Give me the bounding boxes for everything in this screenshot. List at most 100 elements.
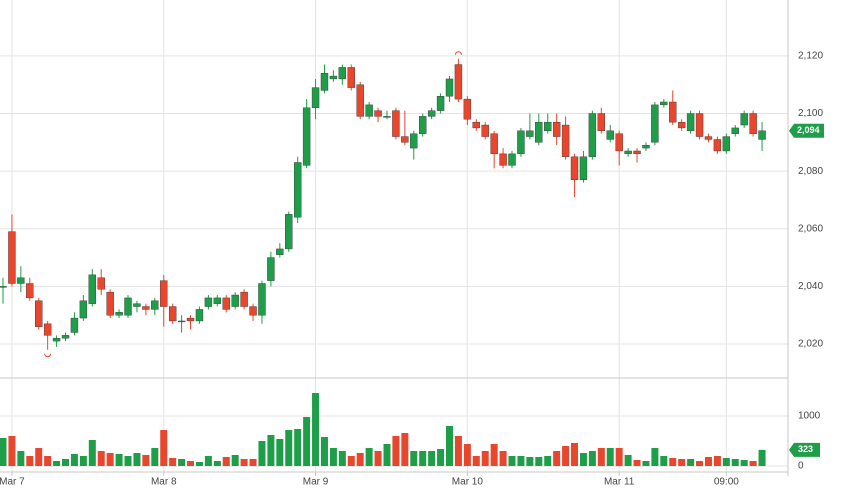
volume-bar [124, 456, 132, 466]
candle-body [70, 317, 79, 333]
volume-bar [633, 460, 641, 466]
candle-body [17, 277, 25, 284]
candle-body [213, 297, 222, 304]
candle-body [52, 338, 61, 342]
candle-body [79, 300, 88, 319]
candle-body [195, 309, 204, 322]
y-tick-label: 1000 [798, 411, 821, 422]
y-tick-label: 2,040 [798, 281, 823, 292]
volume-bar [508, 456, 516, 466]
candle-body [677, 121, 686, 129]
candle-body [383, 116, 391, 118]
candle-body [499, 153, 507, 166]
volume-bar [410, 451, 418, 466]
candle-body [160, 280, 168, 307]
candle-body [722, 136, 731, 152]
candle-body [392, 110, 400, 137]
volume-bar [428, 451, 436, 466]
candle-body [177, 320, 186, 323]
volume-bar [97, 451, 105, 466]
volume-bar [8, 436, 16, 466]
volume-bar [142, 455, 150, 466]
candle-body [240, 291, 248, 307]
candle-body [740, 113, 748, 126]
candle-body [579, 156, 588, 180]
volume-bar [106, 453, 114, 466]
candle-body [311, 87, 320, 108]
candle-body [642, 145, 650, 149]
candle-body [535, 121, 543, 143]
volume-bar [195, 462, 203, 466]
volume-bar [481, 451, 489, 466]
candle-body [552, 121, 561, 137]
volume-bar [553, 451, 561, 466]
candle-body [454, 64, 463, 100]
candle-body [508, 153, 516, 166]
candle-body [258, 283, 266, 316]
volume-bar [722, 458, 730, 466]
candle-body [338, 67, 347, 80]
x-tick-label: 09:00 [714, 477, 739, 488]
candle-body [285, 214, 293, 250]
candle-body [615, 133, 623, 152]
candle-body [249, 306, 257, 316]
candle-body [544, 121, 552, 132]
candle-body [481, 124, 489, 137]
volume-bar [660, 456, 668, 466]
candle-body [749, 113, 757, 134]
volume-bar [160, 430, 168, 466]
volume-bar [276, 439, 284, 466]
volume-bar [499, 451, 507, 466]
candle-body [267, 257, 275, 281]
volume-bar [392, 436, 400, 466]
volume-bar [678, 459, 686, 466]
candle-body [445, 78, 454, 97]
x-tick-label: Mar 7 [0, 477, 25, 488]
volume-bar [303, 417, 311, 466]
volume-bar [713, 456, 721, 466]
volume-bar [446, 426, 453, 466]
candle-body [401, 136, 409, 143]
last-volume-badge [789, 442, 820, 457]
volume-bar [70, 454, 78, 466]
candle-body [302, 107, 311, 166]
volume-bar [0, 438, 7, 466]
volume-bar [704, 457, 712, 466]
candle-body [517, 130, 525, 155]
volume-bar [615, 448, 623, 466]
y-tick-label: 2,120 [798, 51, 823, 62]
volume-bar [437, 449, 445, 466]
volume-bar [579, 453, 587, 466]
y-tick-label: 2,080 [798, 166, 823, 177]
volume-bar [642, 461, 650, 466]
candle-body [329, 75, 338, 80]
candle-body [231, 294, 239, 307]
candle-body [106, 291, 114, 316]
candle-body [186, 317, 195, 322]
volume-bar [267, 435, 275, 466]
candle-body [731, 127, 739, 134]
volume-bar [35, 448, 43, 466]
candle-body [0, 286, 7, 288]
volume-bar [749, 461, 757, 466]
candle-body [204, 297, 213, 307]
volume-bar [44, 456, 52, 466]
x-tick-label: Mar 9 [303, 477, 329, 488]
candle-body [320, 72, 329, 91]
volume-bar [669, 458, 677, 466]
volume-bar [178, 459, 186, 466]
candle-body [695, 113, 704, 137]
y-tick-label: 2,020 [798, 339, 823, 350]
volume-bar [454, 436, 462, 466]
volume-bar [401, 433, 409, 466]
candle-body [222, 297, 230, 310]
volume-bar [320, 437, 328, 466]
volume-bar [329, 448, 337, 466]
volume-bar [26, 456, 34, 466]
volume-bar [606, 448, 614, 466]
high-marker [454, 51, 462, 55]
candle-body [651, 104, 659, 143]
volume-bar [249, 459, 257, 466]
